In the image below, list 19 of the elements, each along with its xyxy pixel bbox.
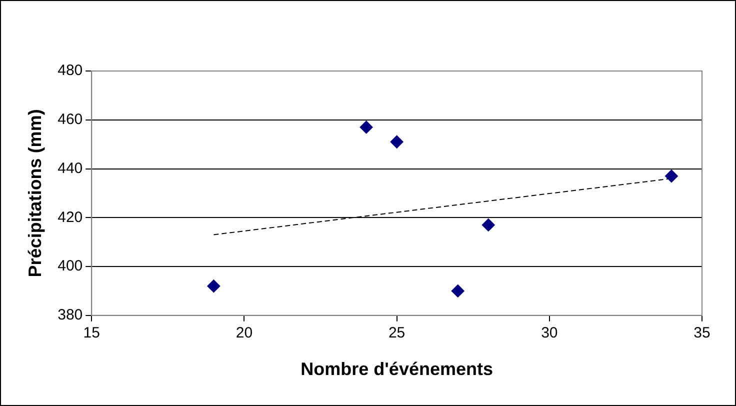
y-axis-title: Précipitations (mm) <box>24 109 45 278</box>
y-tick-label: 380 <box>58 306 83 324</box>
x-tick-label: 25 <box>388 324 406 342</box>
point <box>207 280 220 293</box>
y-tick-label: 420 <box>58 208 83 226</box>
x-tick-label: 35 <box>694 324 710 342</box>
point <box>360 120 373 134</box>
point <box>482 218 495 232</box>
point <box>664 170 678 183</box>
y-tick-label: 460 <box>58 111 83 128</box>
x-tick-label: 30 <box>541 324 558 342</box>
x-tick-label: 20 <box>236 324 253 342</box>
x-axis-title: Nombre d'événements <box>300 359 493 380</box>
point <box>390 135 404 148</box>
y-tick-label: 400 <box>58 258 83 275</box>
point <box>451 284 464 298</box>
y-tick-label: 480 <box>58 62 83 80</box>
y-tick-label: 440 <box>58 160 83 177</box>
x-tick-label: 15 <box>83 324 100 342</box>
